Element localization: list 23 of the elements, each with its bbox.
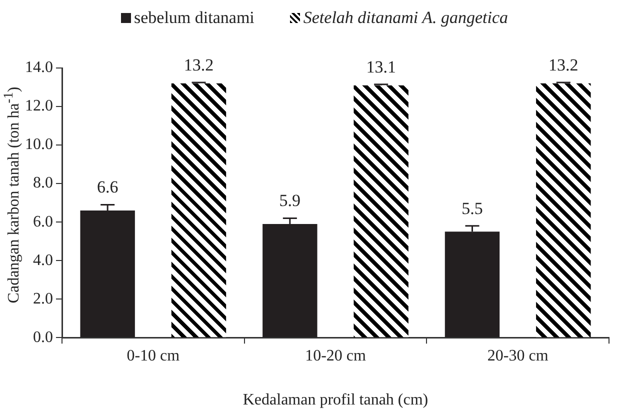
y-tick-label: 4.0 xyxy=(33,252,53,269)
legend-label: Setelah ditanami A. gangetica xyxy=(303,8,508,28)
y-tick-label: 12.0 xyxy=(25,98,53,115)
x-tick-label: 10-20 cm xyxy=(305,347,366,364)
y-tick-label: 14.0 xyxy=(25,59,53,76)
y-tick-label: 8.0 xyxy=(33,174,53,192)
x-tick-label: 0-10 cm xyxy=(126,347,180,364)
y-tick-label: 2.0 xyxy=(33,290,53,308)
y-tick-label: 0.0 xyxy=(33,328,53,346)
x-axis-title: Kedalaman profil tanah (cm) xyxy=(242,392,428,409)
data-label: 5.9 xyxy=(279,191,301,210)
bar xyxy=(354,85,408,338)
data-label: 13.1 xyxy=(366,57,396,76)
y-tick-label: 10.0 xyxy=(25,136,53,154)
data-label: 5.5 xyxy=(462,198,483,218)
data-label: 6.6 xyxy=(96,178,118,197)
data-label: 13.2 xyxy=(548,55,578,74)
bar xyxy=(536,83,591,338)
legend-label: sebelum ditanami xyxy=(134,8,254,28)
data-label: 13.2 xyxy=(184,55,214,74)
x-tick-label: 20-30 cm xyxy=(487,347,549,364)
y-tick-label: 6.0 xyxy=(33,213,53,230)
bar xyxy=(171,83,226,338)
